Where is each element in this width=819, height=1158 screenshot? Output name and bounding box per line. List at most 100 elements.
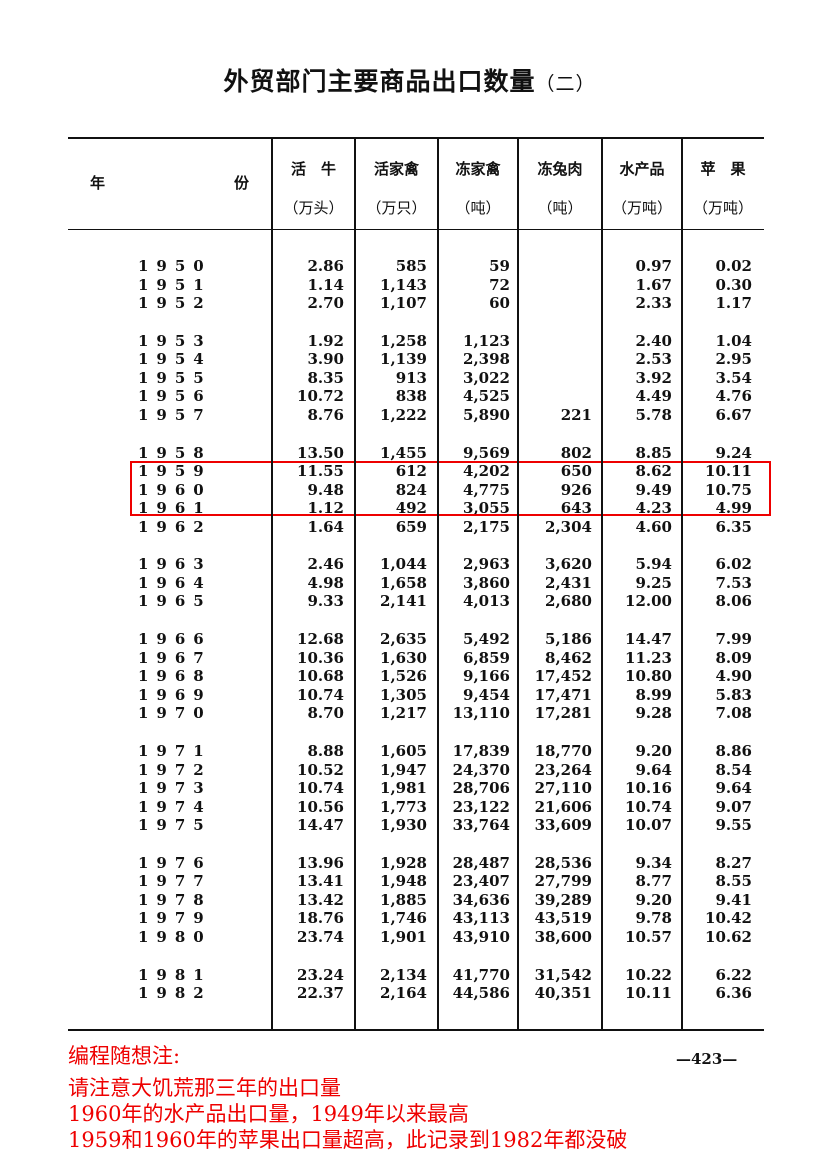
value-cell: 23,407: [452, 872, 510, 891]
value-cell: 8.54: [715, 760, 752, 779]
value-cell: 1,143: [380, 275, 427, 294]
value-cell: 10.56: [297, 797, 344, 816]
column-divider: [354, 138, 356, 1030]
table-row: 1956 10.72 838 4,525 4.49 4.76: [0, 387, 819, 405]
value-cell: 1.04: [715, 331, 752, 350]
year-cell: 1950: [138, 257, 212, 275]
table-bottom-rule: [68, 1029, 764, 1031]
table-row: 1968 10.68 1,526 9,166 17,452 10.80 4.90: [0, 667, 819, 685]
value-cell: 4.99: [715, 499, 752, 518]
value-cell: 34,636: [452, 890, 510, 909]
year-cell: 1982: [138, 984, 212, 1003]
value-cell: 9.33: [307, 592, 344, 611]
value-cell: 2.53: [635, 350, 672, 369]
column-name: 冻兔肉: [537, 160, 583, 178]
value-cell: 1,630: [380, 648, 427, 667]
value-cell: 2.86: [307, 257, 344, 275]
value-cell: 8.27: [715, 853, 752, 872]
value-cell: 8.06: [715, 592, 752, 611]
table-row: 1967 10.36 1,630 6,859 8,462 11.23 8.09: [0, 649, 819, 667]
value-cell: 0.97: [635, 257, 672, 275]
value-cell: 2.70: [307, 294, 344, 312]
value-cell: 13.96: [297, 853, 344, 872]
table-row: 1979 18.76 1,746 43,113 43,519 9.78 10.42: [0, 909, 819, 927]
value-cell: 1,222: [380, 405, 427, 424]
value-cell: 6.02: [715, 555, 752, 574]
year-cell: 1970: [138, 704, 212, 723]
value-cell: 824: [395, 480, 427, 499]
page-number: —423—: [676, 1050, 738, 1068]
value-cell: 9,454: [463, 685, 510, 704]
value-cell: 17,839: [452, 742, 510, 760]
value-cell: 23,122: [452, 797, 510, 816]
value-cell: 17,281: [534, 704, 592, 723]
value-cell: 39,289: [534, 890, 592, 909]
value-cell: 72: [489, 275, 510, 294]
column-divider: [437, 138, 439, 1030]
value-cell: 4.49: [635, 387, 672, 406]
value-cell: 2.33: [635, 294, 672, 312]
value-cell: 8.99: [635, 685, 672, 704]
value-cell: 2.40: [635, 331, 672, 350]
value-cell: 23,264: [534, 760, 592, 779]
value-cell: 8,462: [545, 648, 592, 667]
value-cell: 1.64: [307, 517, 344, 536]
table-row: 1966 12.68 2,635 5,492 5,186 14.47 7.99: [0, 630, 819, 648]
value-cell: 1,123: [463, 331, 510, 350]
value-cell: 28,706: [452, 779, 510, 797]
value-cell: 10.36: [297, 648, 344, 667]
value-cell: 1,930: [380, 816, 427, 834]
value-cell: 10.80: [625, 667, 672, 686]
year-cell: 1976: [138, 853, 212, 872]
value-cell: 9,569: [463, 443, 510, 462]
value-cell: 17,471: [534, 685, 592, 704]
year-cell: 1952: [138, 294, 212, 312]
value-cell: 10.22: [625, 965, 672, 984]
value-cell: 3,620: [545, 555, 592, 574]
value-cell: 913: [395, 368, 427, 387]
value-cell: 1,928: [380, 853, 427, 872]
value-cell: 926: [560, 480, 592, 499]
value-cell: 4.90: [715, 667, 752, 686]
value-cell: 3.54: [715, 368, 752, 387]
column-name: 苹 果: [700, 160, 746, 178]
value-cell: 18.76: [297, 909, 344, 928]
column-divider: [681, 138, 683, 1030]
value-cell: 8.70: [307, 704, 344, 723]
value-cell: 1,658: [380, 573, 427, 592]
value-cell: 18,770: [534, 742, 592, 760]
column-unit: （万吨）: [692, 199, 753, 217]
value-cell: 1,139: [380, 350, 427, 369]
column-name: 冻家禽: [455, 160, 501, 178]
table-row: 1950 2.86 585 59 0.97 0.02: [0, 257, 819, 275]
year-header-1: 年: [90, 174, 106, 192]
value-cell: 3,055: [463, 499, 510, 518]
value-cell: 38,600: [534, 927, 592, 946]
value-cell: 9.41: [715, 890, 752, 909]
value-cell: 27,799: [534, 872, 592, 891]
value-cell: 6.22: [715, 965, 752, 984]
value-cell: 10.11: [625, 984, 672, 1003]
title-sub: （二）: [535, 73, 596, 95]
year-cell: 1973: [138, 779, 212, 797]
value-cell: 6.35: [715, 517, 752, 536]
value-cell: 3.90: [307, 350, 344, 369]
value-cell: 4.23: [635, 499, 672, 518]
year-cell: 1951: [138, 275, 212, 294]
table-row: 1962 1.64 659 2,175 2,304 4.60 6.35: [0, 518, 819, 536]
value-cell: 12.00: [625, 592, 672, 611]
value-cell: 5,492: [463, 630, 510, 649]
value-cell: 11.55: [297, 462, 344, 481]
table-row: 1957 8.76 1,222 5,890 221 5.78 6.67: [0, 406, 819, 424]
value-cell: 14.47: [625, 630, 672, 649]
value-cell: 40,351: [534, 984, 592, 1003]
table-row: 1982 22.37 2,164 44,586 40,351 10.11 6.36: [0, 984, 819, 1002]
value-cell: 1.17: [715, 294, 752, 312]
value-cell: 1,773: [380, 797, 427, 816]
column-unit: （万只）: [366, 199, 427, 217]
table-row: 1960 9.48 824 4,775 926 9.49 10.75: [0, 481, 819, 499]
year-cell: 1964: [138, 573, 212, 592]
value-cell: 643: [560, 499, 592, 518]
value-cell: 10.74: [297, 685, 344, 704]
annotation-title: 编程随想注:: [68, 1044, 181, 1068]
